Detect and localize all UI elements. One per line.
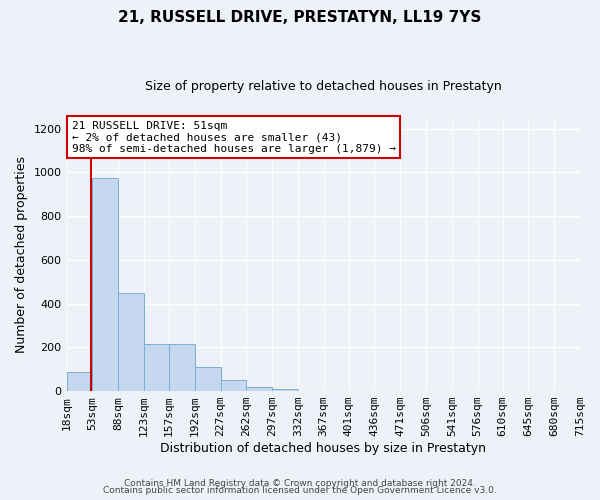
Text: 21, RUSSELL DRIVE, PRESTATYN, LL19 7YS: 21, RUSSELL DRIVE, PRESTATYN, LL19 7YS <box>118 10 482 25</box>
Text: Contains public sector information licensed under the Open Government Licence v3: Contains public sector information licen… <box>103 486 497 495</box>
Y-axis label: Number of detached properties: Number of detached properties <box>15 156 28 353</box>
Bar <box>169 344 195 391</box>
Text: 21 RUSSELL DRIVE: 51sqm
← 2% of detached houses are smaller (43)
98% of semi-det: 21 RUSSELL DRIVE: 51sqm ← 2% of detached… <box>71 120 395 154</box>
Bar <box>67 372 92 391</box>
Bar <box>221 380 246 391</box>
Bar <box>272 389 298 391</box>
X-axis label: Distribution of detached houses by size in Prestatyn: Distribution of detached houses by size … <box>160 442 486 455</box>
Bar <box>92 178 118 391</box>
Text: Contains HM Land Registry data © Crown copyright and database right 2024.: Contains HM Land Registry data © Crown c… <box>124 478 476 488</box>
Bar <box>246 386 272 391</box>
Bar <box>195 367 221 391</box>
Bar <box>118 292 144 391</box>
Bar <box>144 344 169 391</box>
Title: Size of property relative to detached houses in Prestatyn: Size of property relative to detached ho… <box>145 80 502 93</box>
